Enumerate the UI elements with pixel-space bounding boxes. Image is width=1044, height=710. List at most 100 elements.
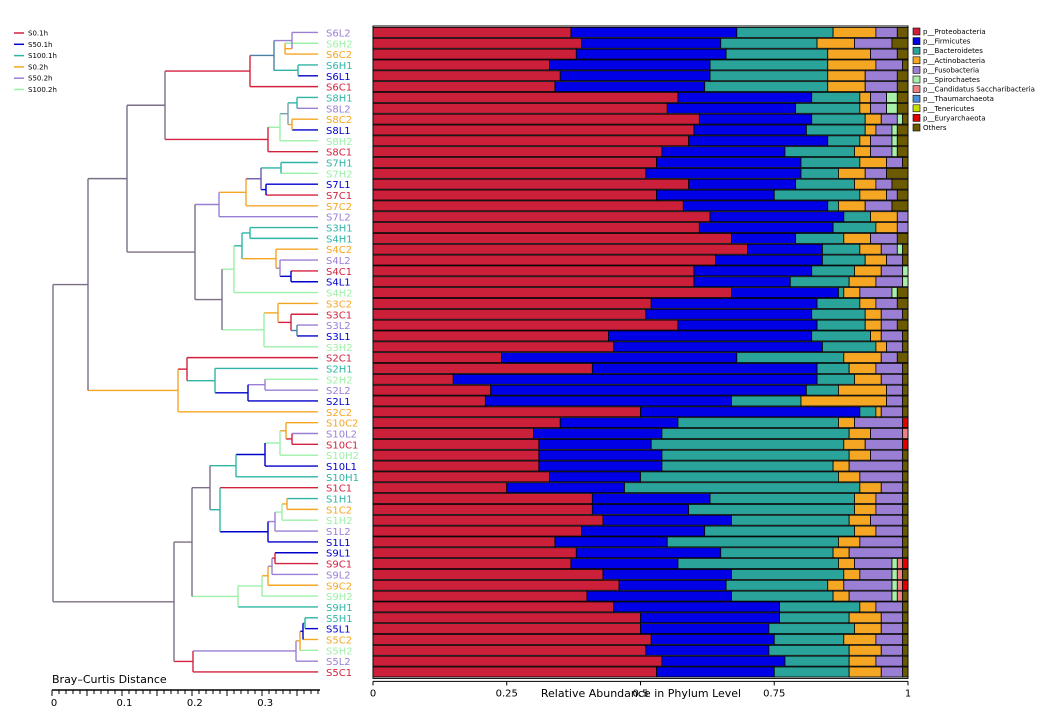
- bar-segment: [896, 579, 904, 591]
- bar-segment: [838, 417, 855, 429]
- group-legend-label: S0.1h: [28, 30, 48, 38]
- bar-segment: [372, 37, 583, 49]
- bar-segment: [880, 612, 904, 624]
- dendrogram-tick-label: 0.1: [116, 698, 132, 709]
- bar-segment: [902, 612, 909, 624]
- phylum-legend-label: p__Bacteroidetes: [923, 47, 983, 55]
- bar-segment: [832, 590, 850, 602]
- bar-segment: [811, 92, 861, 103]
- group-legend: S0.1h S50.1h S100.1h S0.2h S50.2h S100.2h: [14, 30, 57, 94]
- bar-segment: [554, 81, 706, 93]
- bar-segment: [372, 113, 700, 125]
- bar-segment: [581, 525, 706, 537]
- dendrogram: [52, 31, 318, 673]
- bar-segment: [731, 287, 839, 298]
- bar-segment: [645, 644, 770, 656]
- phylum-legend-label: Others: [923, 124, 947, 132]
- dendrogram-axis: Bray–Curtis Distance 0 0.1 0.2 0.3: [51, 673, 320, 709]
- bar-segment: [896, 92, 909, 103]
- bar-segment: [372, 81, 556, 93]
- x-tick-label: 0: [370, 688, 376, 699]
- bar-segment: [538, 449, 663, 461]
- bar-segment: [704, 81, 829, 93]
- sample-label: S9H2: [326, 592, 353, 603]
- phylum-legend-swatch: [912, 104, 921, 113]
- bar-segment: [880, 352, 898, 364]
- bar-segment: [827, 579, 845, 591]
- bar-segment: [800, 395, 887, 407]
- bar-segment: [902, 482, 909, 494]
- sample-label: S8C1: [326, 148, 352, 159]
- bar-segment: [902, 373, 909, 385]
- bar-segment: [891, 569, 898, 580]
- bar-segment: [618, 579, 727, 591]
- bar-segment: [854, 493, 877, 504]
- phylum-legend-label: p__Thaumarchaeota: [923, 95, 994, 103]
- stacked-bars: [372, 25, 909, 679]
- bar-segment: [902, 525, 909, 537]
- bar-segment: [811, 113, 866, 125]
- bar-segment: [902, 438, 909, 450]
- bar-segment: [832, 222, 877, 233]
- sample-label: S1H1: [326, 495, 353, 506]
- bar-segment: [372, 514, 604, 526]
- bar-segment: [731, 590, 834, 602]
- bar-segment: [880, 330, 904, 342]
- bar-segment: [613, 341, 823, 353]
- bar-segment: [800, 167, 839, 179]
- bar-segment: [875, 406, 882, 418]
- bar-segment: [848, 547, 904, 559]
- dendrogram-tick-label: 0: [51, 698, 57, 709]
- bar-segment: [784, 655, 850, 667]
- bar-segment: [875, 222, 898, 233]
- bar-segment: [709, 59, 829, 71]
- bar-segment: [896, 135, 909, 147]
- bar-segment: [902, 417, 909, 429]
- bar-segment: [859, 471, 904, 483]
- bar-segment: [870, 92, 887, 103]
- sample-label: S9L1: [326, 549, 351, 560]
- bar-segment: [854, 37, 893, 49]
- bar-segment: [859, 102, 871, 114]
- bar-segment: [827, 135, 861, 147]
- phylum-legend-swatch: [912, 114, 921, 122]
- bar-segment: [372, 417, 561, 429]
- bar-segment: [372, 243, 748, 255]
- bar-segment: [896, 27, 909, 38]
- bar-segment: [896, 287, 909, 298]
- phylum-legend-swatch: [912, 46, 921, 55]
- bar-segment: [650, 634, 775, 645]
- bar-segment: [854, 525, 877, 537]
- bar-segment: [896, 243, 904, 255]
- bar-segment: [902, 558, 909, 569]
- bar-segment: [848, 276, 877, 288]
- sample-label: S2C2: [326, 408, 352, 419]
- bar-segment: [875, 503, 904, 515]
- bar-segment: [891, 200, 909, 212]
- bar-segment: [581, 37, 722, 49]
- bar-segment: [372, 232, 732, 244]
- sample-label: S6L1: [326, 72, 351, 83]
- bar-segment: [870, 135, 893, 147]
- bar-segment: [656, 189, 775, 201]
- sample-label: S7L1: [326, 180, 351, 191]
- sample-label: S4H1: [326, 234, 353, 245]
- bar-segment: [372, 189, 657, 201]
- bar-segment: [661, 146, 786, 158]
- bar-segment: [731, 514, 850, 526]
- bar-segment: [902, 655, 909, 667]
- bar-segment: [698, 113, 813, 125]
- bar-segment: [725, 579, 829, 591]
- sample-label: S8C2: [326, 115, 352, 126]
- sample-label: S10H1: [326, 473, 359, 484]
- sample-label: S2C1: [326, 354, 352, 365]
- bar-segment: [372, 428, 534, 439]
- bar-segment: [372, 200, 684, 212]
- bar-segment: [661, 428, 850, 439]
- bar-segment: [838, 384, 888, 396]
- x-tick-label: 1: [905, 688, 911, 699]
- bar-segment: [859, 569, 893, 580]
- bar-segment: [591, 493, 711, 504]
- bar-segment: [645, 308, 813, 320]
- group-legend-label: S50.1h: [28, 41, 52, 49]
